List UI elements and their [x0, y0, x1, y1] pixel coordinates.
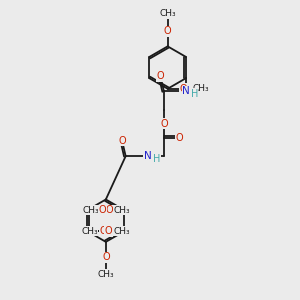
Text: O: O — [102, 252, 110, 262]
Text: O: O — [100, 226, 107, 236]
Text: O: O — [164, 26, 172, 36]
Text: O: O — [160, 119, 168, 129]
Text: O: O — [105, 205, 113, 215]
Text: CH₃: CH₃ — [113, 206, 130, 214]
Text: O: O — [118, 136, 126, 146]
Text: CH₃: CH₃ — [159, 10, 176, 19]
Text: CH₃: CH₃ — [114, 227, 130, 236]
Text: H: H — [153, 154, 160, 164]
Text: O: O — [104, 226, 112, 236]
Text: CH₃: CH₃ — [82, 206, 99, 214]
Text: H: H — [190, 89, 198, 99]
Text: CH₃: CH₃ — [192, 84, 209, 93]
Text: O: O — [157, 71, 164, 81]
Text: O: O — [179, 84, 187, 94]
Text: O: O — [176, 133, 183, 143]
Text: N: N — [182, 86, 190, 96]
Text: N: N — [144, 151, 152, 161]
Text: CH₃: CH₃ — [98, 270, 114, 279]
Text: CH₃: CH₃ — [81, 227, 98, 236]
Text: O: O — [99, 205, 106, 215]
